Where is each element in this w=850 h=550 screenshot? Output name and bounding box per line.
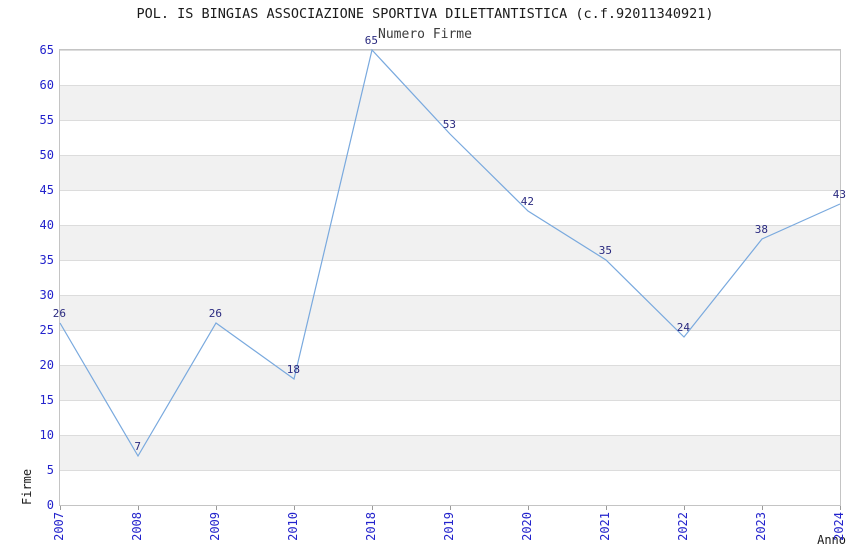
x-tick-label: 2008 bbox=[130, 512, 144, 541]
y-tick-label: 25 bbox=[39, 323, 54, 337]
data-label: 7 bbox=[134, 440, 141, 453]
data-label: 65 bbox=[364, 34, 378, 47]
y-tick-label: 40 bbox=[39, 218, 54, 232]
x-axis-title: Anno bbox=[817, 533, 846, 547]
x-tick-mark bbox=[60, 506, 61, 510]
x-tick-label: 2024 bbox=[832, 512, 846, 541]
x-tick-label: 2018 bbox=[364, 512, 378, 541]
y-tick-label: 50 bbox=[39, 148, 54, 162]
x-tick-label: 2023 bbox=[754, 512, 768, 541]
x-tick-mark bbox=[606, 506, 607, 510]
x-tick-label: 2010 bbox=[286, 512, 300, 541]
data-label: 26 bbox=[208, 307, 222, 320]
y-tick-label: 5 bbox=[46, 463, 54, 477]
x-tick-mark bbox=[294, 506, 295, 510]
chart-subtitle: Numero Firme bbox=[378, 27, 472, 42]
data-label: 53 bbox=[442, 118, 456, 131]
x-tick-mark bbox=[762, 506, 763, 510]
y-tick-label: 30 bbox=[39, 288, 54, 302]
data-label: 43 bbox=[832, 188, 846, 201]
x-tick-label: 2019 bbox=[442, 512, 456, 541]
x-tick-label: 2021 bbox=[598, 512, 612, 541]
x-tick-label: 2009 bbox=[208, 512, 222, 541]
data-label: 35 bbox=[598, 244, 612, 257]
y-tick-label: 55 bbox=[39, 113, 54, 127]
chart-title: POL. IS BINGIAS ASSOCIAZIONE SPORTIVA DI… bbox=[136, 6, 714, 22]
x-tick-label: 2020 bbox=[520, 512, 534, 541]
plot-area bbox=[59, 48, 841, 506]
line-series-svg bbox=[59, 48, 841, 458]
y-tick-label: 10 bbox=[39, 428, 54, 442]
firme-line-series bbox=[59, 48, 841, 458]
y-tick-label: 35 bbox=[39, 253, 54, 267]
y-tick-label: 45 bbox=[39, 183, 54, 197]
x-tick-label: 2007 bbox=[52, 512, 66, 541]
y-tick-label: 65 bbox=[39, 43, 54, 57]
y-tick-label: 20 bbox=[39, 358, 54, 372]
x-tick-mark bbox=[138, 506, 139, 510]
y-tick-label: 60 bbox=[39, 78, 54, 92]
data-label: 18 bbox=[286, 363, 300, 376]
x-tick-label: 2022 bbox=[676, 512, 690, 541]
x-tick-mark bbox=[528, 506, 529, 510]
x-tick-mark bbox=[450, 506, 451, 510]
x-tick-mark bbox=[684, 506, 685, 510]
x-tick-mark bbox=[840, 506, 841, 510]
x-tick-mark bbox=[372, 506, 373, 510]
data-label: 24 bbox=[676, 321, 690, 334]
data-label: 42 bbox=[520, 195, 534, 208]
data-label: 26 bbox=[52, 307, 66, 320]
y-tick-label: 0 bbox=[46, 498, 54, 512]
y-tick-label: 15 bbox=[39, 393, 54, 407]
x-tick-mark bbox=[216, 506, 217, 510]
data-label: 38 bbox=[754, 223, 768, 236]
